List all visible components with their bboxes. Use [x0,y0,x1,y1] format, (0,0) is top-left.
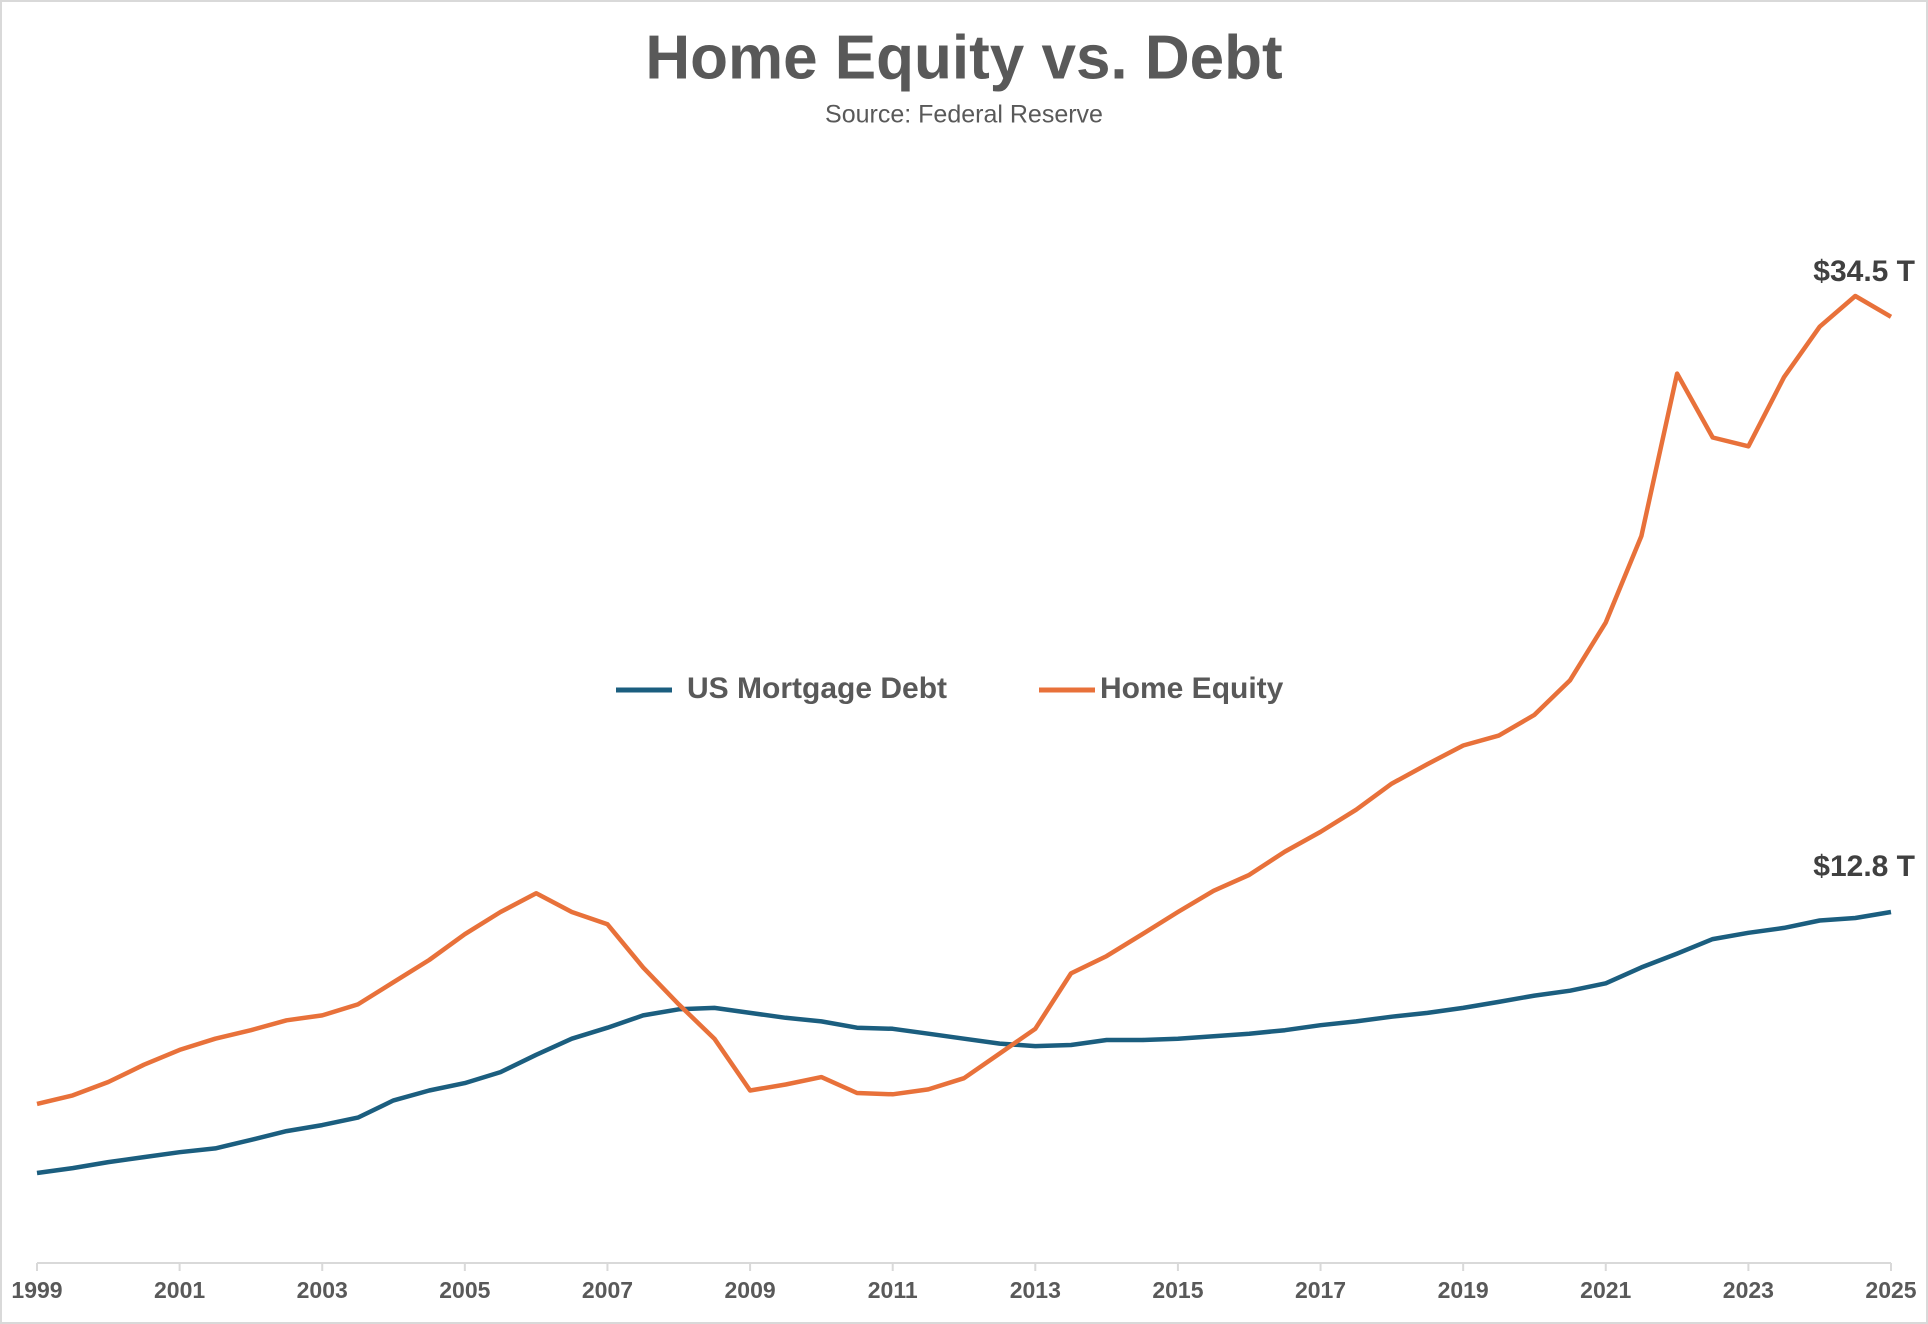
x-tick-label: 2013 [1010,1277,1061,1303]
x-tick-label: 2015 [1152,1277,1203,1303]
x-tick-label: 2019 [1438,1277,1489,1303]
series-line [36,293,1893,1107]
x-tick-label: 2021 [1580,1277,1631,1303]
annotation: $12.8 T [1813,850,1915,883]
x-tick-label: 2003 [297,1277,348,1303]
chart-title: Home Equity vs. Debt [645,23,1282,92]
x-tick-label: 2011 [868,1277,918,1303]
x-tick-label: 1999 [11,1277,62,1303]
x-tick-label: 2023 [1723,1277,1774,1303]
x-tick-label: 2005 [439,1277,490,1303]
x-tick-label: 2001 [154,1277,205,1303]
legend-label: US Mortgage Debt [687,672,947,705]
x-tick-label: 2017 [1295,1277,1346,1303]
x-tick-label: 2009 [724,1277,775,1303]
x-tick-label: 2025 [1865,1277,1916,1303]
x-tick-label: 2007 [582,1277,633,1303]
series-line [36,909,1892,1176]
legend-label: Home Equity [1100,672,1284,705]
chart-subtitle: Source: Federal Reserve [825,101,1103,129]
annotation: $34.5 T [1813,255,1915,288]
